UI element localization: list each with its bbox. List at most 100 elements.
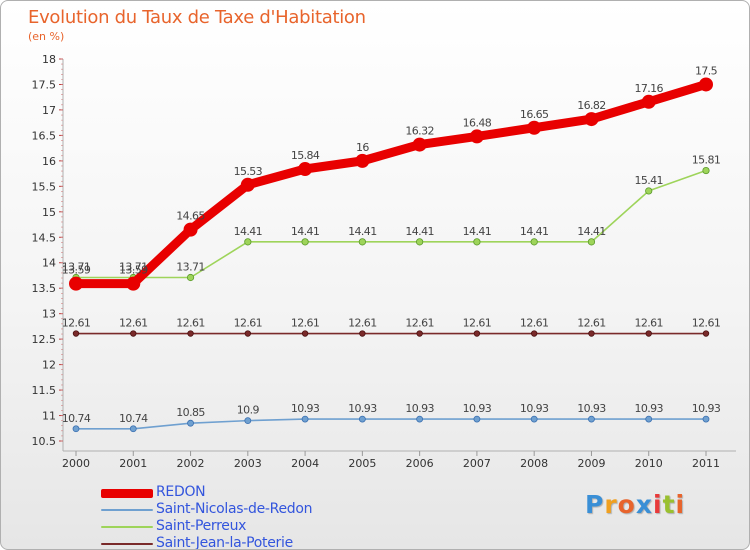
data-point [530,238,538,246]
legend-item: Saint-Perreux [101,518,401,535]
data-label: 15.41 [634,174,663,187]
data-point [416,238,424,246]
x-tick-label: 2003 [234,457,262,470]
data-label: 14.41 [405,225,434,238]
data-label: 14.41 [463,225,492,238]
data-label: 14.41 [348,225,377,238]
data-label: 10.74 [62,412,91,425]
data-label: 15.53 [234,165,263,178]
data-point [301,415,309,423]
data-point [126,276,141,291]
data-point [72,330,80,337]
data-point [301,238,309,246]
data-label: 16.48 [463,116,492,129]
legend-swatch [101,526,153,528]
data-label: 10.93 [577,402,606,415]
data-label: 10.74 [119,412,148,425]
proxiti-logo: Proxiti [585,490,685,519]
data-label: 16 [356,141,369,154]
data-point [298,162,313,177]
y-axis-ticks: 10.5 11 11.5 12 12.5 13 13.5 14 14.5 15 15.5 16 16.5… [32,53,63,448]
data-labels: 12.61 12.61 12.61 12.61 12.61 12.61 12.61 12.61… [62,64,722,425]
data-label: 12.61 [577,317,606,330]
logo-letter: i [675,490,686,519]
data-label: 10.93 [463,402,492,415]
data-point [645,415,653,423]
logo-letter: x [635,490,653,519]
data-label: 13.71 [62,261,91,274]
data-point [699,77,713,92]
logo-letter: r [604,490,618,519]
data-label: 15.81 [692,154,721,167]
data-label: 17.5 [695,64,718,77]
legend-item: Saint-Nicolas-de-Redon [101,501,401,518]
data-point [416,330,423,337]
x-tick-label: 2001 [119,457,147,470]
chart-title: Evolution du Taux de Taxe d'Habitation [28,7,366,28]
data-point [702,330,710,337]
data-point [473,238,481,246]
x-axis-ticks: 2000 2001 2002 2003 2004 2005 2006 2007 2008 2009… [62,451,720,470]
x-tick-label: 2004 [291,457,319,470]
data-label: 12.61 [62,317,91,330]
y-tick-label: 15 [42,206,56,219]
data-point [588,330,595,337]
series-line-redon [71,79,711,289]
data-point [702,166,710,175]
data-label: 14.41 [520,225,549,238]
series-line-saint-perreux [75,169,707,279]
data-label: 12.61 [634,317,663,330]
data-point [244,417,252,425]
data-point [187,419,194,427]
data-point [186,273,195,282]
x-tick-label: 2002 [177,457,205,470]
data-label: 13.59 [119,264,148,277]
data-label: 17.16 [634,82,663,95]
data-point [244,238,252,246]
data-label: 12.61 [119,317,148,330]
data-label: 16.32 [405,125,434,138]
y-tick-label: 16.5 [32,129,57,142]
data-label: 14.41 [234,225,263,238]
legend-swatch [101,543,153,545]
data-label: 13.71 [119,261,148,274]
y-tick-label: 12.5 [32,333,57,346]
logo-letter: o [617,490,636,519]
data-label: 12.61 [348,317,377,330]
legend-swatch [101,509,153,511]
x-tick-label: 2011 [692,457,720,470]
data-label: 12.61 [405,317,434,330]
data-point [645,330,652,337]
data-point [129,425,137,433]
data-point [530,330,538,337]
y-tick-label: 14 [42,257,56,270]
y-tick-label: 13.5 [32,282,57,295]
series-layer [69,77,713,433]
y-tick-label: 16 [42,155,56,168]
logo-letter: P [585,490,605,519]
data-point [473,415,481,423]
data-point [130,330,137,337]
data-point [355,153,370,168]
data-label: 12.61 [176,317,205,330]
y-tick-label: 13 [42,308,56,321]
data-label: 12.61 [463,317,492,330]
data-point [587,238,596,246]
chart-unit: (en %) [28,30,65,43]
data-point [473,330,481,337]
data-label: 10.9 [237,404,260,417]
data-point [72,425,80,433]
y-tick-label: 15.5 [32,180,57,193]
data-point [584,112,599,127]
logo-letter: i [653,490,663,519]
data-label: 16.82 [577,99,606,112]
y-tick-label: 12 [42,359,56,372]
legend-label: REDON [156,484,206,500]
data-point [183,222,198,237]
y-tick-label: 17.5 [32,78,57,91]
data-label: 10.93 [348,402,377,415]
legend-label: Saint-Jean-la-Poterie [156,535,293,550]
y-tick-label: 17 [42,104,56,117]
